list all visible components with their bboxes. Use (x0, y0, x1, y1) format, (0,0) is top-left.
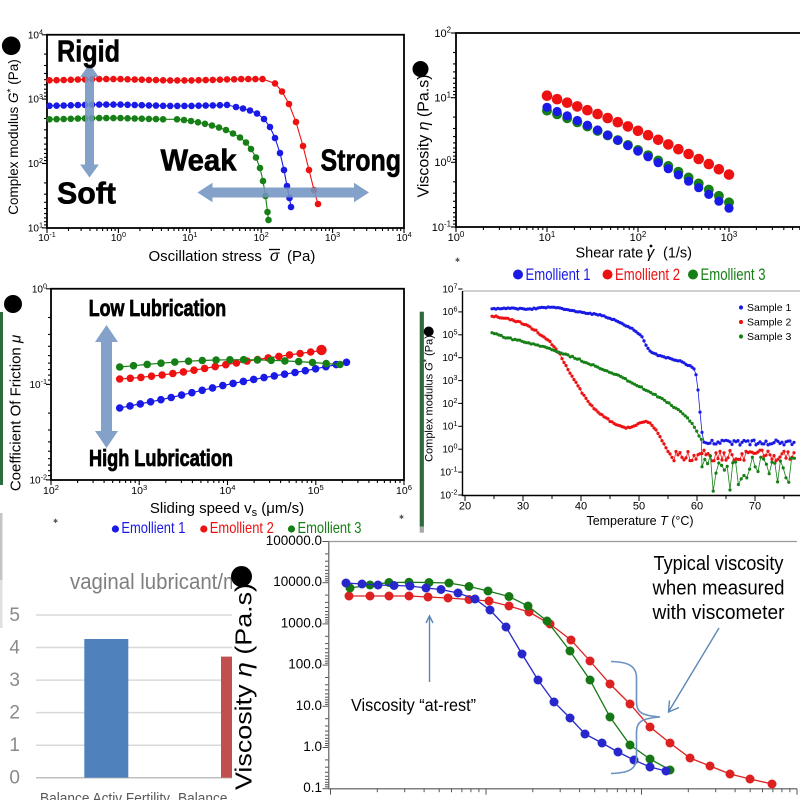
svg-text:0.1: 0.1 (303, 780, 322, 795)
svg-text:100.0: 100.0 (288, 657, 322, 672)
svg-text:30: 30 (517, 501, 529, 513)
svg-text:50: 50 (633, 501, 645, 513)
svg-text:Emollient 1: Emollient 1 (121, 520, 185, 537)
svg-text:Weak: Weak (161, 143, 238, 178)
svg-text:Temperature T (°C): Temperature T (°C) (586, 514, 693, 528)
svg-text:Balance Activ Fertility: Balance Activ Fertility (40, 791, 171, 800)
svg-text:(Pa): (Pa) (287, 248, 315, 265)
svg-text:High Lubrication: High Lubrication (89, 445, 233, 471)
svg-text:Emollient 2: Emollient 2 (210, 520, 274, 537)
svg-text:vaginal lubricant/m: vaginal lubricant/m (70, 569, 240, 594)
svg-text:60: 60 (691, 501, 703, 513)
svg-text:Sliding speed vs (μm/s): Sliding speed vs (μm/s) (150, 500, 304, 519)
svg-text:10000.0: 10000.0 (273, 574, 322, 589)
svg-text:Emollient 1: Emollient 1 (526, 266, 591, 284)
svg-text:Typical viscosity: Typical viscosity (654, 553, 784, 575)
svg-text:40: 40 (575, 501, 587, 513)
svg-text:Emollient 2: Emollient 2 (615, 266, 680, 284)
svg-text:✱: ✱ (399, 514, 404, 521)
svg-text:✱: ✱ (53, 518, 58, 525)
svg-text:2: 2 (9, 703, 20, 724)
svg-text:Low Lubrication: Low Lubrication (89, 295, 227, 321)
svg-text:4: 4 (9, 638, 20, 659)
svg-text:1.0: 1.0 (303, 739, 322, 754)
svg-text:Sample 1: Sample 1 (747, 302, 792, 314)
svg-text:Emollient 3: Emollient 3 (701, 266, 766, 284)
svg-text:Viscosity η (Pa.s): Viscosity η (Pa.s) (416, 74, 433, 197)
svg-text:✱: ✱ (455, 257, 460, 264)
svg-text:σ: σ (270, 248, 280, 265)
svg-text:3: 3 (9, 670, 20, 691)
svg-text:100000.0: 100000.0 (266, 533, 322, 548)
svg-text:70: 70 (749, 501, 761, 513)
svg-text:Rigid: Rigid (57, 33, 120, 68)
svg-text:Strong: Strong (321, 143, 402, 178)
svg-text:(1/s): (1/s) (663, 246, 692, 262)
svg-text:Soft: Soft (57, 176, 116, 211)
svg-text:1: 1 (9, 735, 20, 756)
svg-text:1000.0: 1000.0 (281, 615, 322, 630)
svg-text:Complex modulus G* (Pa): Complex modulus G* (Pa) (6, 59, 21, 214)
svg-text:Viscosity η (Pa.s): Viscosity η (Pa.s) (231, 583, 257, 790)
svg-text:0: 0 (9, 768, 20, 789)
svg-text:Sample 3: Sample 3 (747, 331, 792, 343)
svg-text:γ: γ (647, 245, 656, 262)
svg-text:Oscillation stress: Oscillation stress (149, 248, 262, 265)
svg-text:with viscometer: with viscometer (652, 602, 785, 624)
svg-text:20: 20 (459, 501, 471, 513)
svg-text:5: 5 (9, 605, 20, 626)
svg-text:10.0: 10.0 (296, 698, 322, 713)
svg-text:Sample 2: Sample 2 (747, 317, 792, 329)
svg-text:Shear rate: Shear rate (576, 246, 644, 262)
svg-text:Coefficient Of Friction μ: Coefficient Of Friction μ (8, 335, 25, 491)
svg-text:Emollient 3: Emollient 3 (298, 520, 362, 537)
svg-text:when measured: when measured (652, 578, 785, 600)
svg-text:Viscosity “at-rest”: Viscosity “at-rest” (351, 695, 476, 715)
svg-text:Complex modulus G* (Pa): Complex modulus G* (Pa) (421, 335, 435, 462)
